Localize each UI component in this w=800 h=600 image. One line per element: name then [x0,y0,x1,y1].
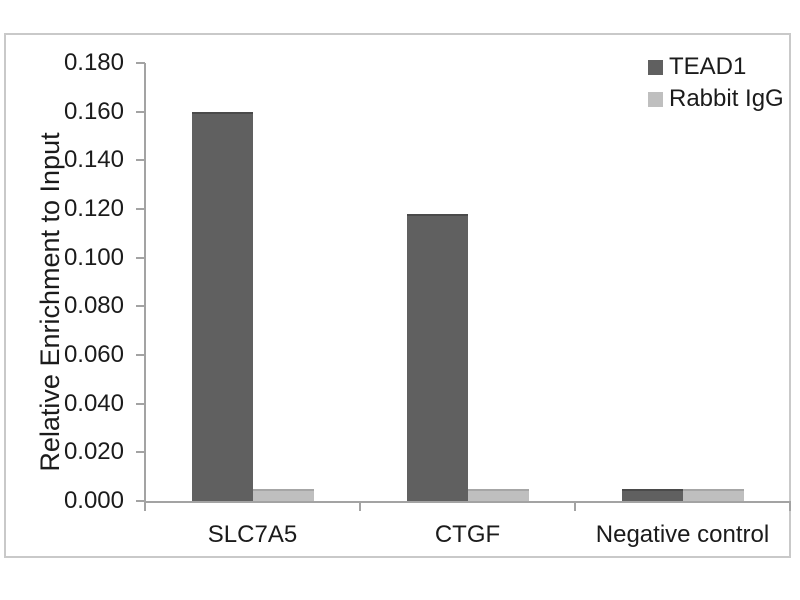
bar-tead1-negative-control [621,488,683,501]
y-axis-line [144,63,146,511]
y-tick-label: 0.100 [63,243,124,271]
legend-item-tead1: TEAD1 [648,54,784,80]
y-tick-label: 0.140 [63,146,124,174]
legend-swatch-rabbit-igg [648,91,663,107]
y-tick-label: 0.180 [63,49,124,76]
bar-rabbit-igg-negative-control [682,488,744,501]
y-tick-label: 0.000 [63,487,124,514]
legend-label-tead1: TEAD1 [669,53,747,80]
bar-rabbit-igg-ctgf [467,488,529,501]
x-category-label: Negative control [595,521,770,548]
y-tick-mark [136,500,145,502]
x-category-label: CTGF [434,521,501,548]
x-tick-mark [144,501,146,511]
x-category-label: SLC7A5 [207,521,298,548]
bar-tead1-ctgf [406,213,468,501]
x-axis-line [145,501,790,503]
x-tick-mark [359,501,361,511]
x-tick-mark [574,501,576,511]
y-tick-mark [136,159,145,162]
y-tick-mark [136,451,145,454]
y-axis-title: Relative Enrichment to Input [35,132,65,472]
y-tick-label: 0.020 [63,438,124,466]
x-tick-mark [789,501,791,511]
legend: TEAD1 Rabbit IgG [648,54,784,118]
y-tick-mark [136,208,145,210]
y-tick-mark [136,402,145,405]
chart-frame [4,33,791,558]
bar-rabbit-igg-slc7a5 [252,488,314,501]
legend-label-rabbit-igg: Rabbit IgG [669,85,784,112]
y-tick-mark [136,62,145,64]
bar-tead1-slc7a5 [191,111,253,501]
y-tick-label: 0.080 [63,292,124,320]
y-tick-mark [136,256,145,259]
y-tick-mark [136,305,145,308]
y-tick-label: 0.060 [63,341,124,368]
y-tick-mark [136,354,145,356]
y-tick-label: 0.120 [63,195,124,222]
y-tick-label: 0.160 [63,97,124,125]
y-tick-label: 0.040 [63,389,124,417]
legend-swatch-tead1 [648,59,663,75]
y-tick-mark [136,110,145,113]
legend-item-rabbit-igg: Rabbit IgG [648,86,784,112]
